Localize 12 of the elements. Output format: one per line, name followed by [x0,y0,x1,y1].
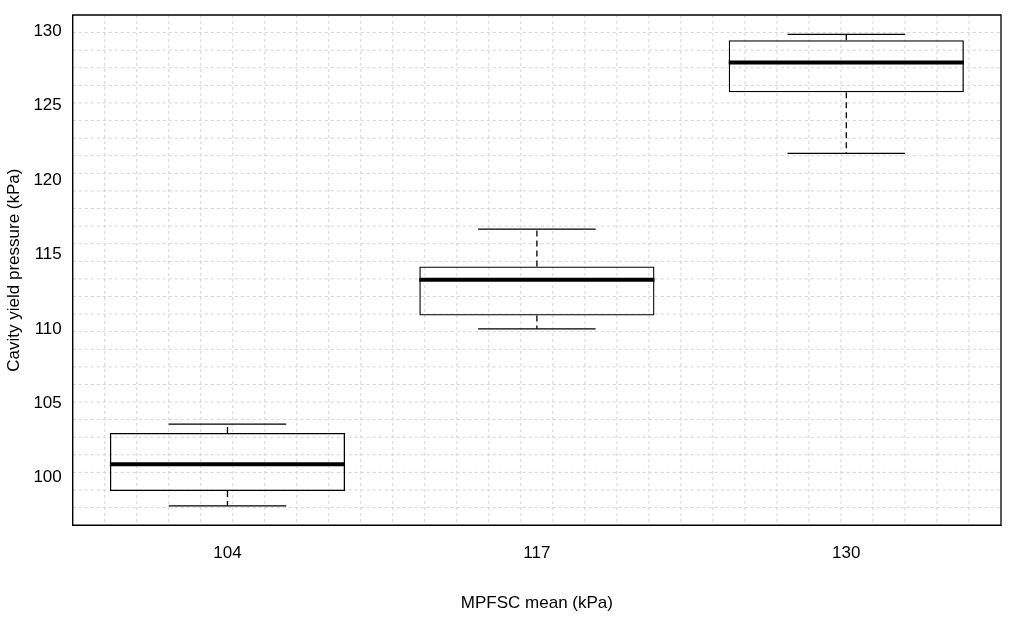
x-tick-label: 130 [832,543,861,563]
y-tick-label: 125 [33,95,62,115]
x-axis-title: MPFSC mean (kPa) [460,593,613,613]
y-tick-label: 120 [33,169,62,189]
y-tick-label: 115 [34,244,62,264]
x-tick-label: 104 [213,543,242,563]
y-tick-label: 130 [33,21,62,41]
y-tick-label: 110 [34,318,62,338]
y-tick-label: 100 [33,467,62,487]
y-axis-title: Cavity yield pressure (kPa) [3,168,23,372]
y-tick-label: 105 [33,392,62,412]
x-tick-label: 117 [523,543,551,563]
